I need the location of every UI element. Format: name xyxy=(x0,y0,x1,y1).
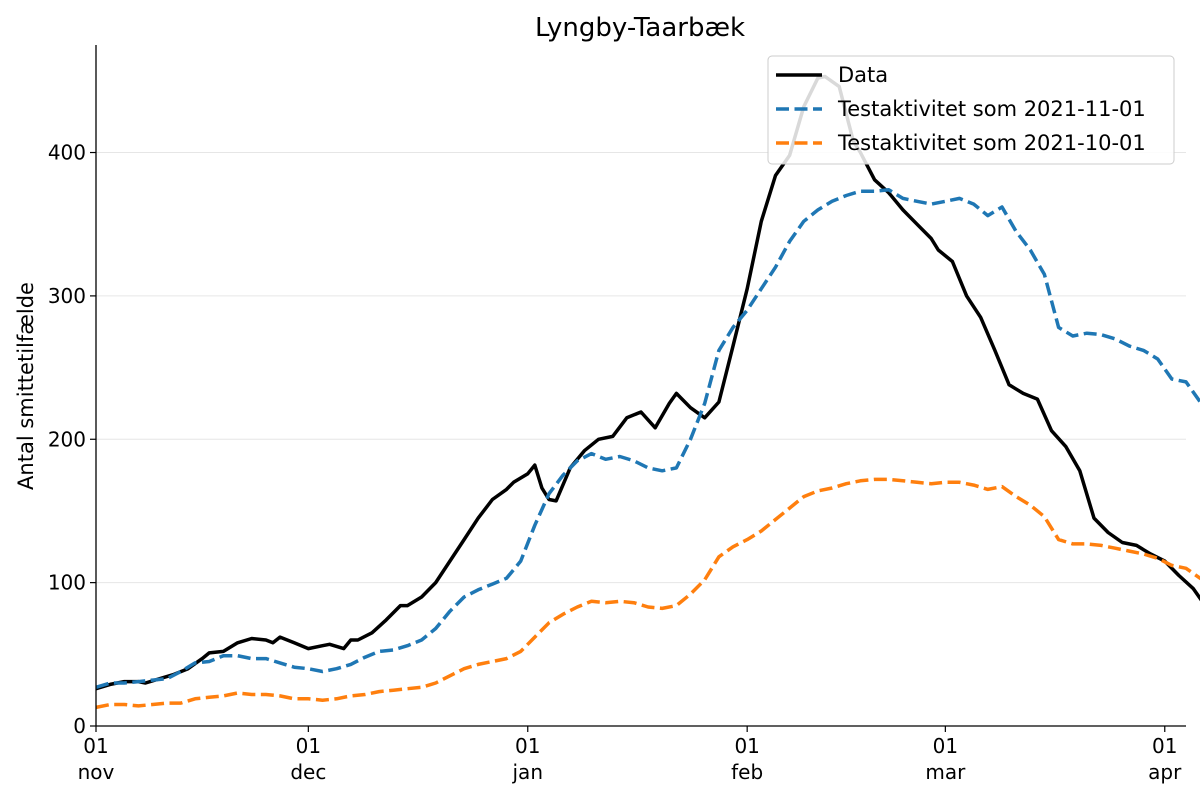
series-lines xyxy=(95,74,1200,710)
series-line-3 xyxy=(95,477,1200,710)
x-tick-month-label: feb xyxy=(731,760,763,784)
y-tick-label: 0 xyxy=(73,714,86,738)
x-tick-day-label: 01 xyxy=(515,734,540,758)
x-tick-day-label: 01 xyxy=(83,734,108,758)
series-line-2 xyxy=(95,188,1200,689)
y-tick-label: 300 xyxy=(48,284,86,308)
tick-labels: 010020030040001nov01dec01jan01feb01mar01… xyxy=(48,141,1182,784)
legend-label-3: Testaktivitet som 2021-10-01 xyxy=(837,131,1146,155)
x-tick-day-label: 01 xyxy=(296,734,321,758)
x-tick-month-label: dec xyxy=(290,760,326,784)
legend-frame xyxy=(767,55,1175,165)
axes xyxy=(90,45,1186,732)
y-tick-label: 200 xyxy=(48,427,86,451)
x-tick-month-label: nov xyxy=(78,760,115,784)
x-tick-day-label: 01 xyxy=(1152,734,1177,758)
y-tick-label: 100 xyxy=(48,571,86,595)
legend-label-2: Testaktivitet som 2021-11-01 xyxy=(837,97,1146,121)
y-tick-label: 400 xyxy=(48,141,86,165)
chart-title: Lyngby-Taarbæk xyxy=(535,13,745,43)
y-axis-title: Antal smittetilfælde xyxy=(14,282,38,490)
x-tick-month-label: mar xyxy=(925,760,966,784)
x-tick-month-label: jan xyxy=(512,760,544,784)
x-tick-day-label: 01 xyxy=(734,734,759,758)
grid-lines xyxy=(96,152,1186,584)
x-tick-month-label: apr xyxy=(1148,760,1182,784)
legend: Data Testaktivitet som 2021-11-01 Testakti… xyxy=(767,55,1175,165)
legend-label-1: Data xyxy=(838,63,888,87)
x-tick-day-label: 01 xyxy=(933,734,958,758)
